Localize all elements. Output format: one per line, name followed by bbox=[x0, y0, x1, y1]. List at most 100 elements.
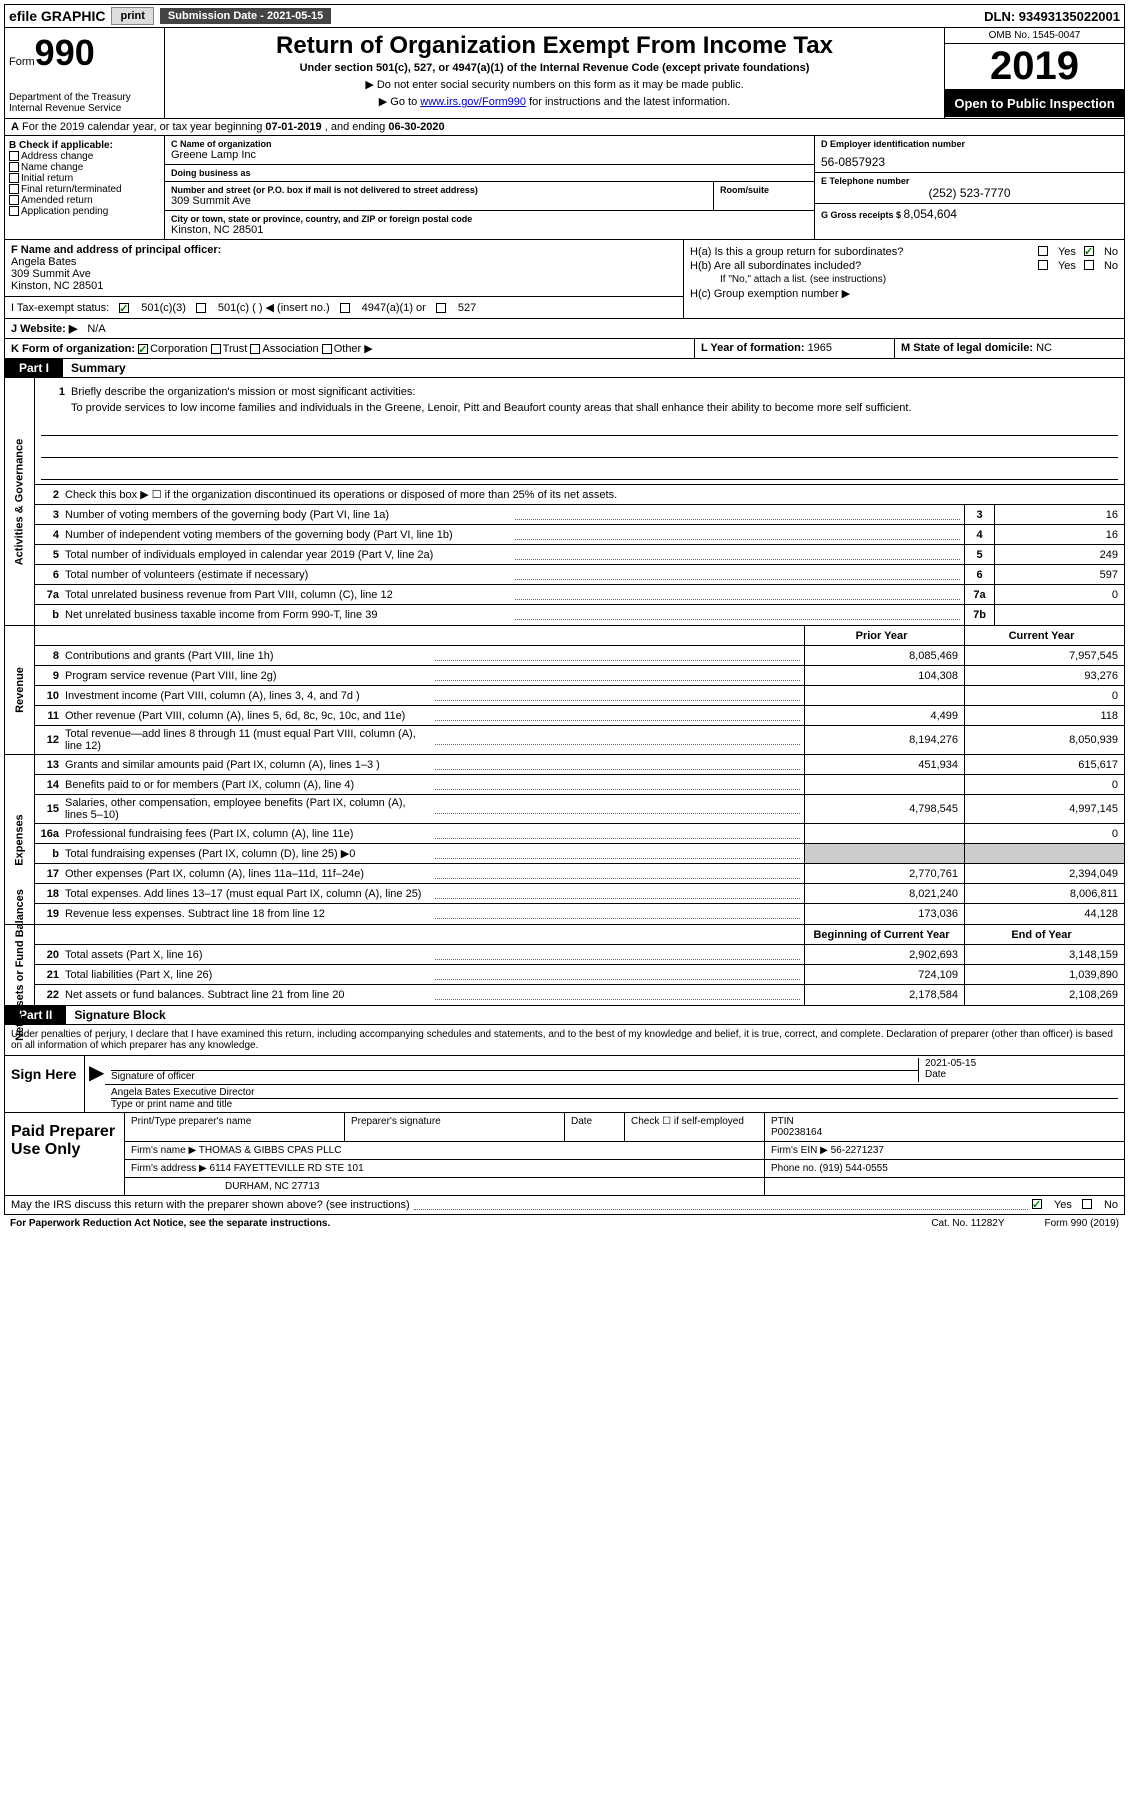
open-inspection: Open to Public Inspection bbox=[945, 90, 1124, 117]
year-formation: 1965 bbox=[808, 342, 832, 354]
py-15: 4,798,545 bbox=[804, 795, 964, 823]
line-b: Total fundraising expenses (Part IX, col… bbox=[65, 845, 431, 862]
sig-date: 2021-05-15 bbox=[925, 1058, 1118, 1069]
cy-15: 4,997,145 bbox=[964, 795, 1124, 823]
row-a: A For the 2019 calendar year, or tax yea… bbox=[4, 119, 1125, 136]
py-13: 451,934 bbox=[804, 755, 964, 774]
line-b: Net unrelated business taxable income fr… bbox=[65, 607, 511, 623]
py-19: 173,036 bbox=[804, 904, 964, 924]
val-6: 597 bbox=[994, 565, 1124, 584]
ha-no[interactable] bbox=[1084, 246, 1094, 256]
line-9: Program service revenue (Part VIII, line… bbox=[65, 668, 431, 684]
cy-18: 8,006,811 bbox=[964, 884, 1124, 903]
chk-other[interactable] bbox=[322, 344, 332, 354]
part1-header: Part I Summary bbox=[4, 359, 1125, 378]
cy-9: 93,276 bbox=[964, 666, 1124, 685]
submission-date: Submission Date - 2021-05-15 bbox=[160, 8, 331, 24]
section-f-h: F Name and address of principal officer:… bbox=[4, 240, 1125, 319]
py-20: 2,902,693 bbox=[804, 945, 964, 964]
chk-4947[interactable] bbox=[340, 303, 350, 313]
chk-final-return[interactable] bbox=[9, 184, 19, 194]
chk-trust[interactable] bbox=[211, 344, 221, 354]
line-5: Total number of individuals employed in … bbox=[65, 547, 511, 563]
line-18: Total expenses. Add lines 13–17 (must eq… bbox=[65, 886, 431, 902]
cy-20: 3,148,159 bbox=[964, 945, 1124, 964]
col-b-checkboxes: B Check if applicable: Address change Na… bbox=[5, 136, 165, 239]
chk-501c3[interactable] bbox=[119, 303, 129, 313]
py-18: 8,021,240 bbox=[804, 884, 964, 903]
chk-corporation[interactable] bbox=[138, 344, 148, 354]
chk-501c[interactable] bbox=[196, 303, 206, 313]
py-21: 724,109 bbox=[804, 965, 964, 984]
gross-receipts: 8,054,604 bbox=[904, 207, 957, 221]
discuss-yes[interactable] bbox=[1032, 1199, 1042, 1209]
link-note: ▶ Go to www.irs.gov/Form990 for instruct… bbox=[171, 95, 938, 108]
cat-no: Cat. No. 11282Y bbox=[931, 1218, 1004, 1229]
cy-8: 7,957,545 bbox=[964, 646, 1124, 665]
form-header: Form990 Department of the Treasury Inter… bbox=[4, 28, 1125, 119]
org-name: Greene Lamp Inc bbox=[171, 149, 808, 161]
discuss-no[interactable] bbox=[1082, 1199, 1092, 1209]
form-version: Form 990 (2019) bbox=[1045, 1218, 1119, 1229]
vtab-expenses: Expenses bbox=[14, 814, 26, 865]
chk-address-change[interactable] bbox=[9, 151, 19, 161]
line-4: Number of independent voting members of … bbox=[65, 527, 511, 543]
ha-yes[interactable] bbox=[1038, 246, 1048, 256]
vtab-netassets: Net Assets or Fund Balances bbox=[14, 889, 26, 1041]
paid-preparer-label: Paid Preparer Use Only bbox=[5, 1113, 125, 1195]
chk-527[interactable] bbox=[436, 303, 446, 313]
summary-revenue: Revenue Prior YearCurrent Year 8Contribu… bbox=[4, 626, 1125, 755]
mission-text: To provide services to low income famili… bbox=[41, 402, 1118, 414]
sign-here-label: Sign Here bbox=[5, 1056, 85, 1112]
omb-number: OMB No. 1545-0047 bbox=[945, 28, 1124, 44]
firm-ein: 56-2271237 bbox=[831, 1145, 884, 1156]
hb-no[interactable] bbox=[1084, 260, 1094, 270]
ha-question: H(a) Is this a group return for subordin… bbox=[690, 246, 1038, 258]
form-subtitle: Under section 501(c), 527, or 4947(a)(1)… bbox=[171, 62, 938, 74]
line-22: Net assets or fund balances. Subtract li… bbox=[65, 987, 431, 1003]
chk-amended-return[interactable] bbox=[9, 195, 19, 205]
officer-label: F Name and address of principal officer: bbox=[11, 244, 221, 256]
cy-16a: 0 bbox=[964, 824, 1124, 843]
chk-name-change[interactable] bbox=[9, 162, 19, 172]
line-20: Total assets (Part X, line 16) bbox=[65, 947, 431, 963]
line-7a: Total unrelated business revenue from Pa… bbox=[65, 587, 511, 603]
line-14: Benefits paid to or for members (Part IX… bbox=[65, 777, 431, 793]
cy-10: 0 bbox=[964, 686, 1124, 705]
top-bar: efile GRAPHIC print Submission Date - 20… bbox=[4, 4, 1125, 28]
efile-label: efile GRAPHIC bbox=[9, 8, 105, 24]
officer-name: Angela Bates bbox=[11, 256, 677, 268]
chk-app-pending[interactable] bbox=[9, 206, 19, 216]
col-d-e-g: D Employer identification number 56-0857… bbox=[814, 136, 1124, 239]
line-15: Salaries, other compensation, employee b… bbox=[65, 795, 431, 823]
line-3: Number of voting members of the governin… bbox=[65, 507, 511, 523]
col-c-org-info: C Name of organization Greene Lamp Inc D… bbox=[165, 136, 814, 239]
footer-note: For Paperwork Reduction Act Notice, see … bbox=[4, 1215, 1125, 1232]
line-6: Total number of volunteers (estimate if … bbox=[65, 567, 511, 583]
row-j: J Website: ▶N/A bbox=[4, 319, 1125, 339]
line-8: Contributions and grants (Part VIII, lin… bbox=[65, 648, 431, 664]
val-b bbox=[994, 605, 1124, 625]
line-11: Other revenue (Part VIII, column (A), li… bbox=[65, 708, 431, 724]
line-10: Investment income (Part VIII, column (A)… bbox=[65, 688, 431, 704]
line-21: Total liabilities (Part X, line 26) bbox=[65, 967, 431, 983]
val-3: 16 bbox=[994, 505, 1124, 524]
py-10 bbox=[804, 686, 964, 705]
officer-signed-name: Angela Bates Executive Director bbox=[111, 1087, 1118, 1099]
irs-link[interactable]: www.irs.gov/Form990 bbox=[420, 96, 526, 108]
website: N/A bbox=[87, 323, 105, 335]
ptin: P00238164 bbox=[771, 1127, 1118, 1138]
hb-yes[interactable] bbox=[1038, 260, 1048, 270]
chk-association[interactable] bbox=[250, 344, 260, 354]
line-12: Total revenue—add lines 8 through 11 (mu… bbox=[65, 726, 431, 754]
tax-year: 2019 bbox=[945, 44, 1124, 90]
telephone: (252) 523-7770 bbox=[821, 186, 1118, 200]
line-13: Grants and similar amounts paid (Part IX… bbox=[65, 757, 431, 773]
py-17: 2,770,761 bbox=[804, 864, 964, 883]
cy-22: 2,108,269 bbox=[964, 985, 1124, 1005]
cy-14: 0 bbox=[964, 775, 1124, 794]
chk-initial-return[interactable] bbox=[9, 173, 19, 183]
irs-discuss-row: May the IRS discuss this return with the… bbox=[4, 1196, 1125, 1215]
dln: DLN: 93493135022001 bbox=[984, 9, 1120, 24]
print-button[interactable]: print bbox=[111, 7, 153, 25]
